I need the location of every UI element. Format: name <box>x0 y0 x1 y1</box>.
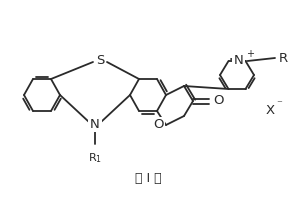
Text: O: O <box>213 95 223 108</box>
Text: +: + <box>247 49 254 59</box>
Text: R: R <box>279 51 288 64</box>
Text: O: O <box>153 118 163 132</box>
Text: （ I ）: （ I ） <box>135 171 161 184</box>
Text: R$_1$: R$_1$ <box>88 151 102 165</box>
Text: ⁻: ⁻ <box>276 99 282 109</box>
Text: N: N <box>90 117 100 130</box>
Text: N: N <box>234 53 244 66</box>
Text: X: X <box>266 104 274 116</box>
Text: S: S <box>96 54 104 68</box>
